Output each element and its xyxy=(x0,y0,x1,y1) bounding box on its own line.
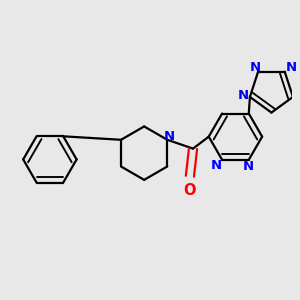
Text: O: O xyxy=(184,183,196,198)
Text: N: N xyxy=(249,61,260,74)
Text: N: N xyxy=(286,61,297,74)
Text: N: N xyxy=(163,130,174,142)
Text: N: N xyxy=(211,159,222,172)
Text: N: N xyxy=(237,89,249,102)
Text: N: N xyxy=(243,160,254,173)
